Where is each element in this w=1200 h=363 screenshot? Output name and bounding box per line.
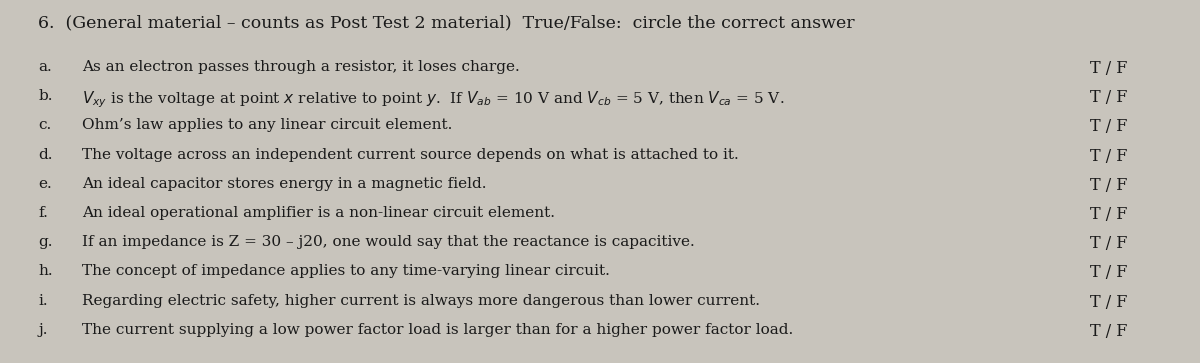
Text: T / F: T / F: [1090, 60, 1127, 77]
Text: T / F: T / F: [1090, 294, 1127, 311]
Text: f.: f.: [38, 206, 48, 220]
Text: T / F: T / F: [1090, 235, 1127, 252]
Text: a.: a.: [38, 60, 52, 74]
Text: $V_{xy}$ is the voltage at point $x$ relative to point $y$.  If $V_{ab}$ = 10 V : $V_{xy}$ is the voltage at point $x$ rel…: [82, 89, 784, 110]
Text: h.: h.: [38, 264, 53, 278]
Text: e.: e.: [38, 177, 52, 191]
Text: Regarding electric safety, higher current is always more dangerous than lower cu: Regarding electric safety, higher curren…: [82, 294, 760, 308]
Text: An ideal capacitor stores energy in a magnetic field.: An ideal capacitor stores energy in a ma…: [82, 177, 486, 191]
Text: An ideal operational amplifier is a non-linear circuit element.: An ideal operational amplifier is a non-…: [82, 206, 554, 220]
Text: T / F: T / F: [1090, 264, 1127, 281]
Text: 6.  (General material – counts as Post Test 2 material)  True/False:  circle the: 6. (General material – counts as Post Te…: [38, 15, 856, 32]
Text: c.: c.: [38, 118, 52, 132]
Text: T / F: T / F: [1090, 177, 1127, 194]
Text: The voltage across an independent current source depends on what is attached to : The voltage across an independent curren…: [82, 147, 738, 162]
Text: T / F: T / F: [1090, 206, 1127, 223]
Text: d.: d.: [38, 147, 53, 162]
Text: i.: i.: [38, 294, 48, 308]
Text: T / F: T / F: [1090, 89, 1127, 106]
Text: Ohm’s law applies to any linear circuit element.: Ohm’s law applies to any linear circuit …: [82, 118, 452, 132]
Text: If an impedance is Z = 30 – j20, one would say that the reactance is capacitive.: If an impedance is Z = 30 – j20, one wou…: [82, 235, 695, 249]
Text: The current supplying a low power factor load is larger than for a higher power : The current supplying a low power factor…: [82, 323, 793, 337]
Text: g.: g.: [38, 235, 53, 249]
Text: j.: j.: [38, 323, 48, 337]
Text: T / F: T / F: [1090, 118, 1127, 135]
Text: As an electron passes through a resistor, it loses charge.: As an electron passes through a resistor…: [82, 60, 520, 74]
Text: T / F: T / F: [1090, 147, 1127, 164]
Text: b.: b.: [38, 89, 53, 103]
Text: The concept of impedance applies to any time-varying linear circuit.: The concept of impedance applies to any …: [82, 264, 610, 278]
Text: T / F: T / F: [1090, 323, 1127, 340]
